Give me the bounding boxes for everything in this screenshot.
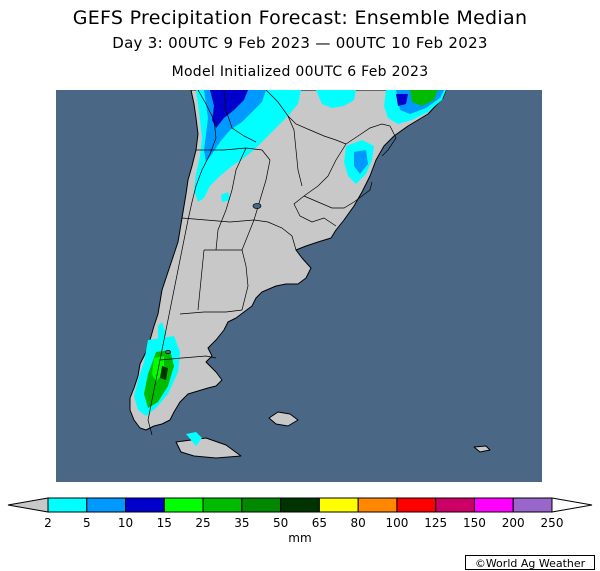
legend-tick-label: 150 [463,516,486,530]
legend-tick-label: 5 [82,516,91,530]
legend-swatch [125,497,165,513]
precipitation-map: ©World Ag Weather [56,90,595,570]
legend-tick-label: 100 [385,516,409,530]
lakes [165,203,262,355]
legend-swatch [86,497,127,513]
model-init-time: Model Initialized 00UTC 6 Feb 2023 [171,64,429,80]
legend-tick-label: 25 [195,516,211,530]
legend-over-arrow [551,497,593,513]
legend-tick-label: 50 [272,516,289,530]
legend-swatch [202,497,243,513]
legend-swatch [280,497,320,513]
legend-swatch [512,497,553,513]
legend-tick-label: 10 [117,516,134,530]
political-borders [147,90,397,436]
map-title: GEFS Precipitation Forecast: Ensemble Me… [72,7,528,29]
legend-tick-label: 250 [540,516,564,530]
credit-label: ©World Ag Weather [465,555,595,570]
precipitation-shading [134,90,446,446]
legend-tick-label: 125 [424,516,448,530]
legend-swatch [357,497,398,513]
legend-tick-label: 65 [311,516,328,530]
legend-swatch [396,497,437,513]
legend-tick-label: 15 [156,516,172,530]
legend-swatch [473,497,514,513]
legend-under-arrow [7,497,49,513]
forecast-period: Day 3: 00UTC 9 Feb 2023 — 00UTC 10 Feb 2… [112,34,488,52]
legend-swatch [47,497,88,513]
precipitation-color-legend [7,497,593,513]
legend-tick-label: 200 [501,516,525,530]
legend-unit-label: mm [288,531,312,545]
legend-tick-label: 35 [234,516,250,530]
legend-tick-label: 80 [350,516,366,530]
legend-tick-label: 2 [44,516,52,530]
legend-swatch [163,497,204,513]
legend-swatch [435,497,475,513]
legend-swatch [318,497,359,513]
legend-swatch [241,497,282,513]
